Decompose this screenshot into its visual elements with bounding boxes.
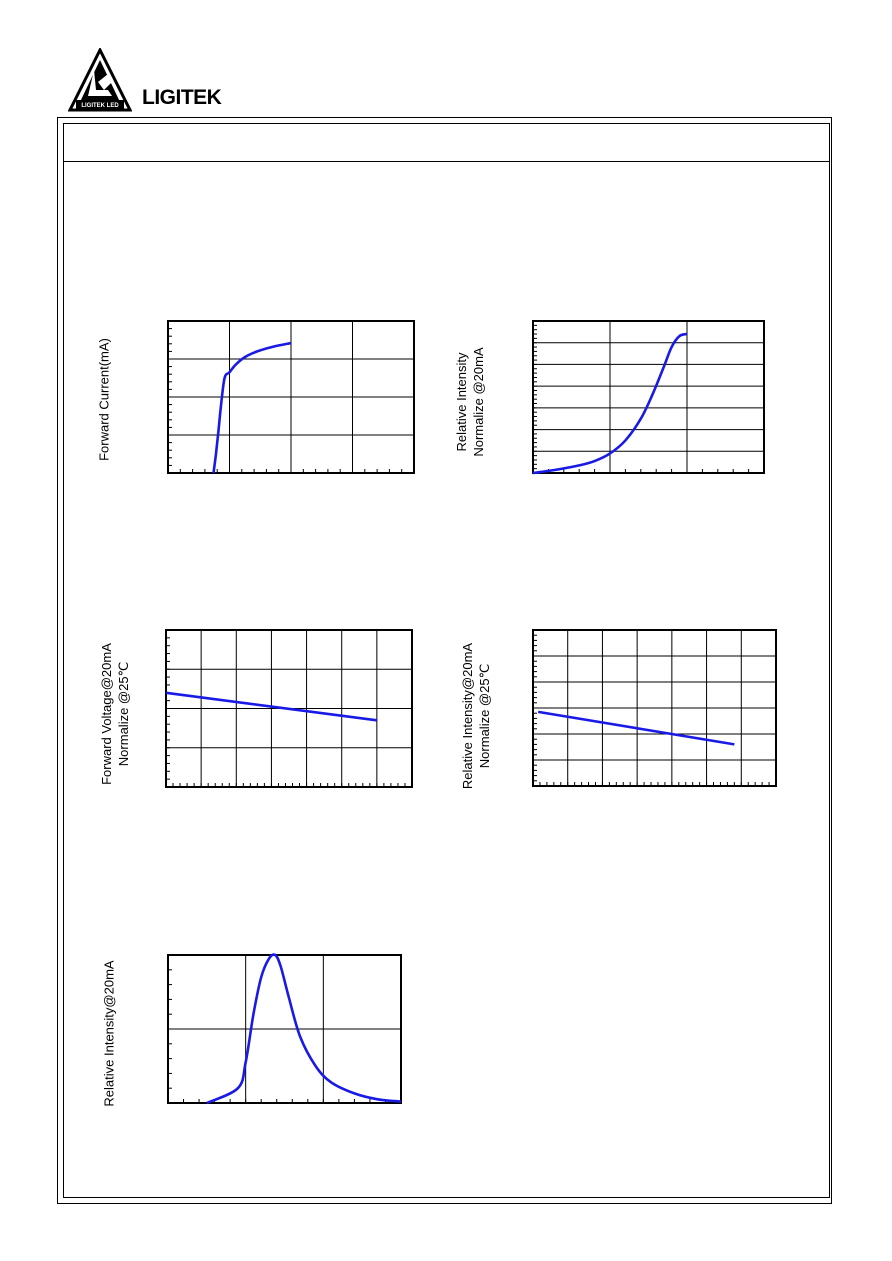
plot-frame bbox=[167, 320, 415, 474]
chart-relative-intensity bbox=[532, 320, 765, 475]
page-border-outer bbox=[57, 117, 832, 1204]
plot-frame bbox=[532, 629, 777, 787]
brand-name: LIGITEK bbox=[142, 86, 222, 109]
header-divider bbox=[63, 161, 830, 162]
chart5-ylabel: Relative Intensity@20mA bbox=[101, 960, 117, 1107]
chart1-ylabel: Forward Current(mA) bbox=[96, 338, 112, 461]
chart-intensity-temp bbox=[532, 629, 777, 787]
plot-frame bbox=[167, 954, 402, 1104]
chart3-ylabel: Forward Voltage@20mA Normalize @25℃ bbox=[99, 643, 131, 785]
chart-forward-voltage-temp bbox=[165, 629, 413, 788]
plot-frame bbox=[165, 629, 413, 788]
chart-spectrum bbox=[167, 953, 402, 1105]
series-line bbox=[165, 691, 378, 722]
chart2-ylabel: Relative Intensity Normalize @20mA bbox=[454, 347, 486, 457]
series-line bbox=[532, 332, 688, 475]
series-line bbox=[212, 341, 292, 474]
plot-frame bbox=[532, 320, 765, 474]
chart-forward-current bbox=[167, 320, 415, 474]
series-line bbox=[537, 710, 735, 746]
logo-text: LIGITEK LED bbox=[81, 103, 119, 109]
ligitek-logo: LIGITEK LED bbox=[68, 48, 132, 112]
chart4-ylabel: Relative Intensity@20mA Normalize @25℃ bbox=[460, 642, 492, 790]
page-border-inner bbox=[63, 123, 830, 1198]
series-line bbox=[206, 953, 402, 1105]
